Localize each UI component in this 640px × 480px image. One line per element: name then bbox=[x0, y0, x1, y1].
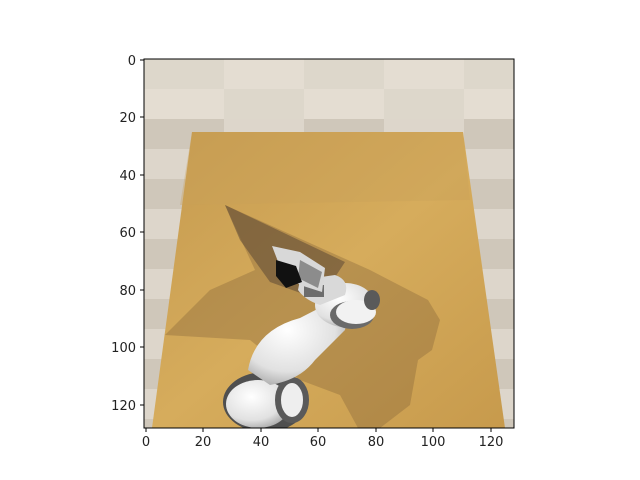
x-tick: 120 bbox=[479, 428, 504, 450]
x-tick: 60 bbox=[310, 428, 327, 450]
y-tick: 120 bbox=[111, 399, 144, 414]
svg-text:40: 40 bbox=[253, 435, 270, 450]
svg-text:0: 0 bbox=[142, 435, 150, 450]
x-tick: 80 bbox=[368, 428, 385, 450]
svg-text:20: 20 bbox=[195, 435, 212, 450]
svg-text:40: 40 bbox=[119, 169, 136, 184]
y-tick: 80 bbox=[119, 284, 144, 299]
svg-text:100: 100 bbox=[421, 435, 446, 450]
svg-text:0: 0 bbox=[128, 54, 136, 69]
y-tick: 20 bbox=[119, 111, 144, 126]
svg-text:60: 60 bbox=[119, 226, 136, 241]
y-tick: 40 bbox=[119, 169, 144, 184]
y-axis: 0 20 40 60 80 100 120 bbox=[111, 54, 144, 414]
arm-shadow bbox=[165, 205, 440, 428]
y-tick: 0 bbox=[128, 54, 144, 69]
svg-text:80: 80 bbox=[119, 284, 136, 299]
x-tick: 100 bbox=[421, 428, 446, 450]
svg-text:80: 80 bbox=[368, 435, 385, 450]
x-tick: 20 bbox=[195, 428, 212, 450]
svg-text:100: 100 bbox=[111, 341, 136, 356]
svg-text:120: 120 bbox=[479, 435, 504, 450]
x-axis: 0 20 40 60 80 100 120 bbox=[142, 428, 504, 450]
y-tick: 60 bbox=[119, 226, 144, 241]
plot-frame bbox=[143, 58, 515, 429]
y-tick: 100 bbox=[111, 341, 144, 356]
gripper-icon bbox=[272, 246, 325, 292]
x-tick: 0 bbox=[142, 428, 150, 450]
svg-text:60: 60 bbox=[310, 435, 327, 450]
rendered-scene bbox=[144, 59, 514, 428]
x-tick: 40 bbox=[253, 428, 270, 450]
svg-text:20: 20 bbox=[119, 111, 136, 126]
svg-text:120: 120 bbox=[111, 399, 136, 414]
